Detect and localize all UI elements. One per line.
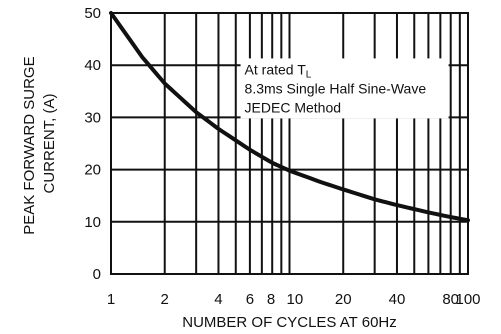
y-tick-label-30: 30 — [84, 109, 101, 126]
x-tick-label-1: 1 — [107, 291, 115, 308]
x-tick-label-80: 80 — [442, 291, 459, 308]
x-axis-title: NUMBER OF CYCLES AT 60Hz — [182, 314, 397, 331]
annotation-line-sine-wave: 8.3ms Single Half Sine-Wave — [245, 80, 427, 96]
series-group — [109, 11, 470, 223]
plot-frame — [110, 12, 469, 275]
y-tick-label-10: 10 — [84, 214, 101, 231]
annotation-subscript-l: L — [306, 69, 312, 80]
y-tick-label-40: 40 — [84, 57, 101, 74]
y-axis-title: PEAK FORWARD SURGE CURRENT, (A) — [21, 52, 58, 235]
x-tick-label-100: 100 — [455, 291, 480, 308]
annotation-background — [240, 58, 449, 119]
x-tick-label-20: 20 — [335, 291, 352, 308]
annotation-rated-text: At rated T — [245, 61, 307, 77]
x-tick-label-40: 40 — [389, 291, 406, 308]
x-tick-label-10: 10 — [287, 291, 304, 308]
x-tick-label-4: 4 — [214, 291, 222, 308]
y-tick-label-0: 0 — [93, 266, 101, 283]
x-tick-label-2: 2 — [161, 291, 169, 308]
annotation-line-rated: At rated TL — [245, 61, 312, 80]
surge-current-curve — [109, 11, 470, 223]
x-tick-label-6: 6 — [246, 291, 254, 308]
y-tick-labels: 0 10 20 30 40 50 — [84, 5, 101, 283]
y-axis-title-line-1: PEAK FORWARD SURGE — [21, 56, 38, 234]
y-tick-label-20: 20 — [84, 162, 101, 179]
x-gridlines — [110, 13, 469, 274]
annotation-line-method: JEDEC Method — [245, 99, 341, 115]
y-axis-title-line-2: CURRENT, (A) — [41, 93, 58, 193]
y-tick-label-50: 50 — [84, 5, 101, 22]
x-tick-label-8: 8 — [267, 291, 275, 308]
